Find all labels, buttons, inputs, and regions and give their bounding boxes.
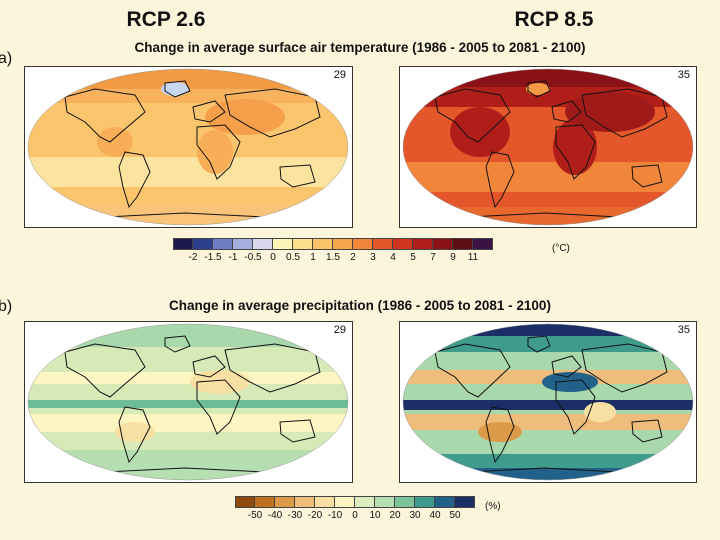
colorbar-swatch <box>415 496 435 508</box>
precipitation-map-rcp26-graphic <box>27 323 349 481</box>
colorbar-swatch <box>295 496 315 508</box>
colorbar-tick-label: -1 <box>228 252 238 263</box>
model-count-label: 29 <box>333 69 346 81</box>
colorbar-swatch <box>375 496 395 508</box>
colorbar-tick-label: 20 <box>389 510 401 521</box>
colorbar-tick-label: 50 <box>449 510 461 521</box>
precipitation-map-rcp85-graphic <box>402 323 694 481</box>
colorbar-tick-label: -40 <box>267 510 283 521</box>
temperature-map-rcp26-graphic <box>27 68 349 226</box>
colorbar-swatch <box>473 238 493 250</box>
scenario-title-rcp85: RCP 8.5 <box>514 8 594 31</box>
panel-a-title: Change in average surface air temperatur… <box>134 40 586 55</box>
model-count-label: 35 <box>677 69 690 81</box>
temperature-colorbar <box>173 238 493 250</box>
colorbar-swatch <box>413 238 433 250</box>
colorbar-swatch <box>213 238 233 250</box>
temperature-map-rcp85-graphic <box>402 68 694 226</box>
colorbar-tick-label: 11 <box>467 252 479 263</box>
temperature-map-rcp85: 35 <box>399 66 697 228</box>
temperature-unit-label: (°C) <box>552 243 570 254</box>
colorbar-swatch <box>395 496 415 508</box>
precipitation-map-rcp85: 35 <box>399 321 697 483</box>
model-count-label: 29 <box>333 324 346 336</box>
colorbar-tick-label: -1.5 <box>204 252 222 263</box>
colorbar-tick-label: 3 <box>370 252 376 263</box>
colorbar-tick-label: 1 <box>310 252 316 263</box>
colorbar-swatch <box>455 496 475 508</box>
colorbar-tick-label: -2 <box>188 252 198 263</box>
colorbar-swatch <box>393 238 413 250</box>
colorbar-swatch <box>273 238 293 250</box>
colorbar-swatch <box>433 238 453 250</box>
model-count-label: 35 <box>677 324 690 336</box>
colorbar-swatch <box>173 238 193 250</box>
temperature-map-rcp26: 29 <box>24 66 353 228</box>
colorbar-tick-label: 10 <box>369 510 381 521</box>
colorbar-tick-label: 1.5 <box>326 252 340 263</box>
colorbar-tick-label: -50 <box>247 510 263 521</box>
colorbar-tick-label: 2 <box>350 252 356 263</box>
colorbar-swatch <box>255 496 275 508</box>
colorbar-tick-label: -0.5 <box>244 252 262 263</box>
precipitation-map-rcp26: 29 <box>24 321 353 483</box>
colorbar-swatch <box>275 496 295 508</box>
colorbar-swatch <box>355 496 375 508</box>
colorbar-swatch <box>373 238 393 250</box>
colorbar-tick-label: 40 <box>429 510 441 521</box>
colorbar-swatch <box>333 238 353 250</box>
colorbar-tick-label: 0 <box>270 252 276 263</box>
precipitation-colorbar-ticks: -50 -40 -30 -20 -10 0 10 20 30 40 50 <box>235 510 475 524</box>
panel-b-title: Change in average precipitation (1986 - … <box>169 298 551 313</box>
colorbar-tick-label: 7 <box>430 252 436 263</box>
colorbar-swatch <box>353 238 373 250</box>
colorbar-tick-label: 30 <box>409 510 421 521</box>
colorbar-swatch <box>453 238 473 250</box>
colorbar-swatch <box>293 238 313 250</box>
panel-b-letter: b) <box>0 298 13 315</box>
temperature-colorbar-ticks: -2 -1.5 -1 -0.5 0 0.5 1 1.5 2 3 4 5 7 9 11 <box>173 252 493 266</box>
precipitation-colorbar <box>235 496 475 508</box>
colorbar-tick-label: 9 <box>450 252 456 263</box>
colorbar-tick-label: -30 <box>287 510 303 521</box>
colorbar-tick-label: -20 <box>307 510 323 521</box>
precipitation-unit-label: (%) <box>485 501 501 512</box>
colorbar-swatch <box>193 238 213 250</box>
colorbar-swatch <box>315 496 335 508</box>
colorbar-swatch <box>335 496 355 508</box>
colorbar-tick-label: -10 <box>327 510 343 521</box>
colorbar-swatch <box>233 238 253 250</box>
scenario-title-rcp26: RCP 2.6 <box>126 8 206 31</box>
colorbar-swatch <box>235 496 255 508</box>
colorbar-tick-label: 4 <box>390 252 396 263</box>
colorbar-tick-label: 0 <box>352 510 358 521</box>
panel-a-letter: a) <box>0 50 13 67</box>
colorbar-swatch <box>313 238 333 250</box>
colorbar-swatch <box>435 496 455 508</box>
colorbar-tick-label: 5 <box>410 252 416 263</box>
colorbar-tick-label: 0.5 <box>286 252 300 263</box>
colorbar-swatch <box>253 238 273 250</box>
